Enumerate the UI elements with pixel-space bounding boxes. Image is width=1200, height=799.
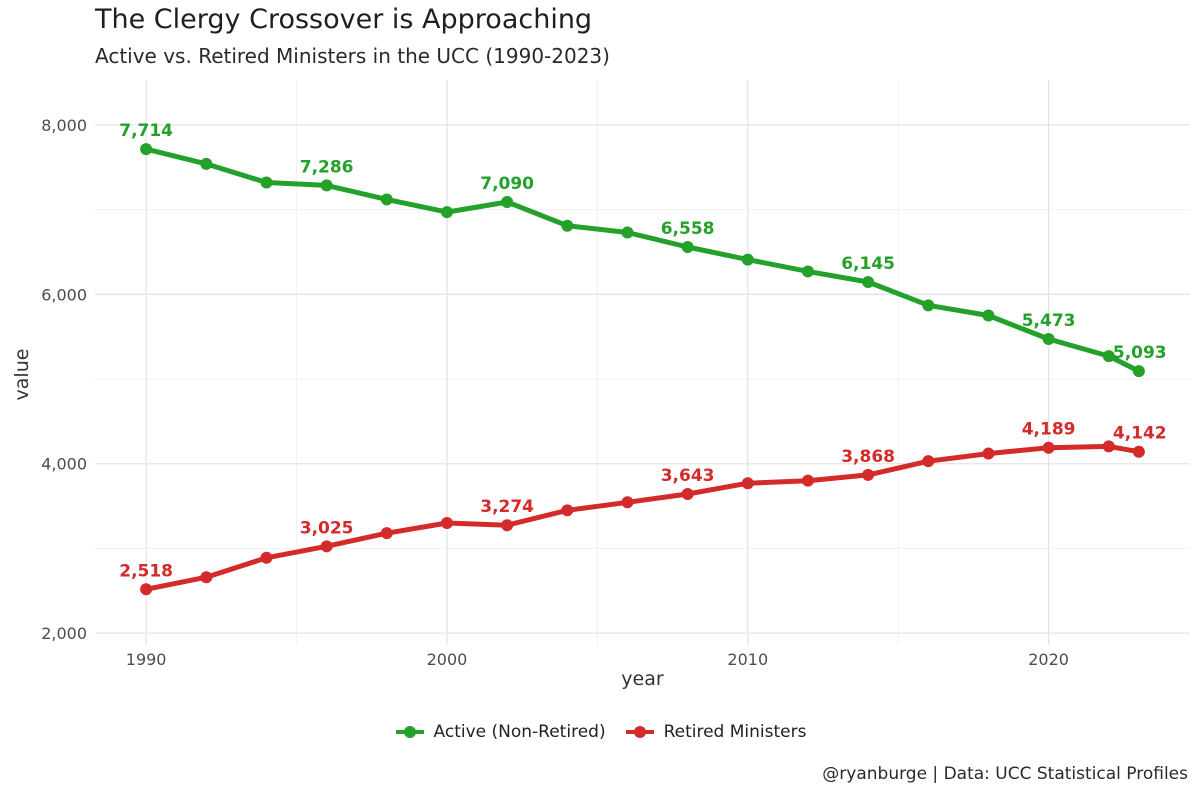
data-point: [140, 143, 153, 156]
data-label: 2,518: [119, 561, 173, 581]
data-point: [1132, 445, 1145, 458]
data-label: 5,093: [1113, 343, 1167, 363]
x-axis-title: year: [621, 668, 664, 690]
series-line-1: [143, 443, 1142, 592]
legend-item-retired: Retired Ministers: [624, 722, 807, 742]
data-label: 3,868: [841, 447, 895, 467]
x-tick-label: 2000: [427, 650, 468, 669]
data-point: [681, 487, 694, 500]
x-tick-label: 2020: [1028, 650, 1069, 669]
data-label: 4,189: [1022, 420, 1076, 440]
data-label: 3,643: [661, 466, 715, 486]
data-label: 7,090: [480, 174, 534, 194]
data-point: [1132, 365, 1145, 378]
data-point: [862, 276, 875, 289]
legend-label-retired: Retired Ministers: [663, 722, 807, 742]
y-axis-title: value: [11, 349, 33, 401]
data-point: [200, 571, 213, 584]
data-point: [801, 474, 814, 487]
data-label: 3,025: [300, 518, 354, 538]
data-point: [1102, 440, 1115, 453]
data-point: [380, 193, 393, 206]
data-point: [741, 253, 754, 266]
data-label: 5,473: [1022, 311, 1076, 331]
data-point: [1042, 332, 1055, 345]
data-point: [440, 517, 453, 530]
grid-lines: [95, 80, 1190, 645]
chart-title: The Clergy Crossover is Approaching: [95, 4, 593, 35]
source-caption: @ryanburge | Data: UCC Statistical Profi…: [822, 764, 1188, 784]
data-point: [621, 226, 634, 239]
data-label: 7,286: [300, 157, 354, 177]
y-axis-ticks: 2,000 4,000 6,000 8,000: [41, 116, 87, 643]
data-label: 7,714: [119, 121, 173, 141]
data-point: [380, 527, 393, 540]
data-point: [561, 219, 574, 232]
data-point: [862, 468, 875, 481]
legend-item-active: Active (Non-Retired): [394, 722, 606, 742]
data-point: [501, 195, 514, 208]
legend-key-retired: [624, 722, 656, 742]
data-label: 6,145: [841, 254, 895, 274]
data-point: [922, 299, 935, 312]
data-label: 3,274: [480, 497, 534, 517]
data-point: [922, 455, 935, 468]
x-axis-ticks: 1990 2000 2010 2020: [126, 650, 1069, 669]
data-point: [260, 551, 273, 564]
data-point: [982, 447, 995, 460]
data-point: [140, 583, 153, 596]
data-point: [561, 504, 574, 517]
legend-label-active: Active (Non-Retired): [433, 722, 606, 742]
x-tick-label: 1990: [126, 650, 167, 669]
data-point: [982, 309, 995, 322]
data-labels: 7,714 7,286 7,090 6,558 6,145 5,473 5,093 2,518…: [119, 121, 1166, 581]
series-layer: [140, 143, 1145, 596]
data-point: [741, 477, 754, 490]
line-chart: 1990 2000 2010 2020 2,000 4,000 6,000 8,000 7,…: [11, 80, 1190, 690]
data-point: [320, 540, 333, 553]
data-label: 4,142: [1113, 424, 1167, 444]
chart-subtitle: Active vs. Retired Ministers in the UCC …: [95, 44, 610, 68]
data-point: [200, 157, 213, 170]
data-point: [681, 241, 694, 254]
data-point: [320, 179, 333, 192]
data-point: [501, 519, 514, 532]
data-point: [1102, 350, 1115, 363]
y-tick-label: 2,000: [41, 624, 87, 643]
y-tick-label: 8,000: [41, 116, 87, 135]
data-point: [440, 206, 453, 219]
data-point: [260, 176, 273, 189]
legend: Active (Non-Retired) Retired Ministers: [0, 722, 1200, 742]
y-tick-label: 4,000: [41, 455, 87, 474]
data-point: [801, 265, 814, 278]
data-point: [621, 496, 634, 509]
y-tick-label: 6,000: [41, 285, 87, 304]
legend-key-active: [394, 722, 426, 742]
data-label: 6,558: [661, 219, 715, 239]
x-tick-label: 2010: [727, 650, 768, 669]
series-line-0: [143, 146, 1142, 374]
data-point: [1042, 441, 1055, 454]
